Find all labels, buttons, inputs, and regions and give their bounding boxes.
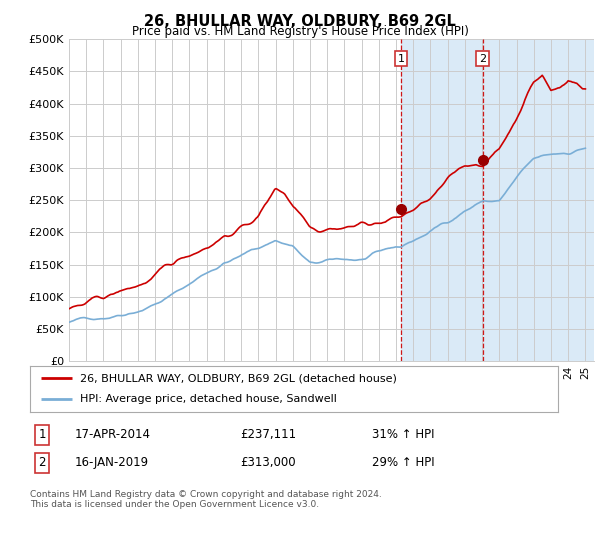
Text: 17-APR-2014: 17-APR-2014 <box>75 428 151 441</box>
Text: 2: 2 <box>479 54 487 63</box>
Text: 26, BHULLAR WAY, OLDBURY, B69 2GL (detached house): 26, BHULLAR WAY, OLDBURY, B69 2GL (detac… <box>80 373 397 383</box>
Text: 29% ↑ HPI: 29% ↑ HPI <box>372 456 434 469</box>
Text: 1: 1 <box>398 54 404 63</box>
Text: £313,000: £313,000 <box>240 456 296 469</box>
Text: 16-JAN-2019: 16-JAN-2019 <box>75 456 149 469</box>
Text: Price paid vs. HM Land Registry's House Price Index (HPI): Price paid vs. HM Land Registry's House … <box>131 25 469 38</box>
Text: 1: 1 <box>38 428 46 441</box>
Text: £237,111: £237,111 <box>240 428 296 441</box>
Text: HPI: Average price, detached house, Sandwell: HPI: Average price, detached house, Sand… <box>80 394 337 404</box>
Text: Contains HM Land Registry data © Crown copyright and database right 2024.
This d: Contains HM Land Registry data © Crown c… <box>30 490 382 510</box>
Text: 31% ↑ HPI: 31% ↑ HPI <box>372 428 434 441</box>
Text: 2: 2 <box>38 456 46 469</box>
Bar <box>401 39 594 361</box>
Text: 26, BHULLAR WAY, OLDBURY, B69 2GL: 26, BHULLAR WAY, OLDBURY, B69 2GL <box>144 14 456 29</box>
